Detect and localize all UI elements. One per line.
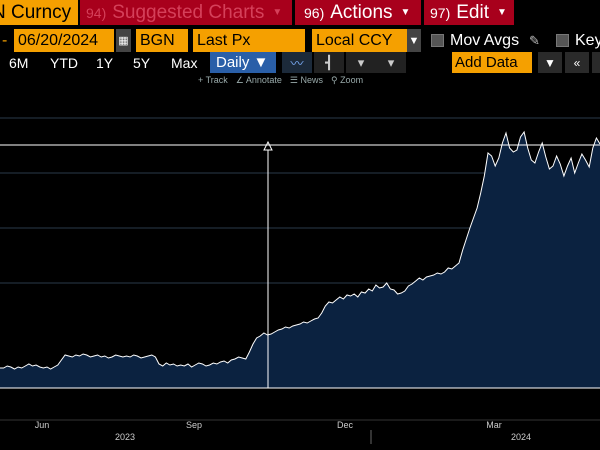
- source-field[interactable]: BGN: [136, 29, 188, 52]
- key-checkbox[interactable]: [556, 34, 569, 47]
- period-5y[interactable]: 5Y: [133, 54, 151, 71]
- xtick-2023: 2023: [115, 432, 135, 442]
- ticker-label: N Curncy: [0, 1, 72, 23]
- annotate-label: Annotate: [245, 75, 282, 85]
- date-dash: -: [2, 31, 8, 49]
- actions-label: Actions: [330, 1, 393, 23]
- suggested-label: Suggested Charts: [112, 1, 265, 23]
- period-1y[interactable]: 1Y: [96, 54, 114, 71]
- bar-chart-icon[interactable]: ┫: [314, 52, 344, 73]
- calendar-icon[interactable]: ▦: [116, 29, 131, 52]
- end-date-field[interactable]: 06/20/2024: [14, 29, 114, 52]
- xtick-sep: Sep: [186, 420, 202, 430]
- field-selector[interactable]: Last Px: [193, 29, 305, 52]
- edit-num: 97): [430, 4, 451, 21]
- edit-label: Edit: [456, 1, 489, 23]
- xtick-dec: Dec: [337, 420, 354, 430]
- chevron-down-icon[interactable]: ▾: [376, 52, 406, 73]
- suggested-num: 94): [86, 4, 107, 21]
- chevron-down-icon: ▼: [400, 7, 411, 18]
- track-tool[interactable]: + Track: [198, 75, 228, 85]
- xtick-2024: 2024: [511, 432, 531, 442]
- zoom-tool[interactable]: ⚲ Zoom: [330, 75, 364, 85]
- zoom-label: Zoom: [340, 75, 364, 85]
- pencil-icon[interactable]: ✎: [529, 32, 540, 48]
- function-bar: N Curncy 94) Suggested Charts ▼ 96) Acti…: [0, 0, 600, 25]
- news-label: News: [300, 75, 323, 85]
- mov-avgs-label: Mov Avgs: [450, 31, 520, 49]
- annotate-tool[interactable]: ∠ Annotate: [235, 75, 282, 85]
- mov-avgs-checkbox[interactable]: [431, 34, 444, 47]
- rewind-icon[interactable]: «: [565, 52, 589, 73]
- period-bar: 6M YTD 1Y 5Y Max Daily ▼ 〰 ┫ ▾ ▾ Add Dat…: [0, 52, 600, 74]
- chevron-down-icon[interactable]: ▾: [346, 52, 376, 73]
- back-icon[interactable]: ‹: [592, 52, 600, 73]
- edit-menu[interactable]: 97) Edit ▼: [424, 0, 514, 25]
- chevron-down-icon[interactable]: ▼: [538, 52, 562, 73]
- track-label: Track: [205, 75, 228, 85]
- price-chart[interactable]: Jun Sep Dec Mar 2023 2024: [0, 88, 600, 450]
- chevron-down-icon[interactable]: ▼: [407, 29, 421, 52]
- actions-num: 96): [304, 4, 325, 21]
- period-6m[interactable]: 6M: [9, 54, 29, 71]
- line-chart-icon[interactable]: 〰: [282, 52, 312, 73]
- key-label: Key: [575, 31, 600, 49]
- security-ticker[interactable]: N Curncy: [0, 0, 78, 25]
- period-ytd[interactable]: YTD: [50, 54, 78, 71]
- news-tool[interactable]: ☰ News: [289, 75, 323, 85]
- parameter-bar: - 06/20/2024 ▦ BGN Last Px Local CCY ▼ M…: [0, 29, 600, 53]
- frequency-select[interactable]: Daily ▼: [210, 52, 276, 73]
- price-line: [0, 130, 600, 370]
- suggested-charts-menu[interactable]: 94) Suggested Charts ▼: [80, 0, 292, 25]
- price-area: [0, 132, 600, 388]
- chart-tools: + Track ∠ Annotate ☰ News ⚲ Zoom: [198, 75, 363, 89]
- actions-menu[interactable]: 96) Actions ▼: [295, 0, 421, 25]
- add-data-field[interactable]: Add Data: [452, 52, 532, 73]
- chevron-down-icon: ▼: [272, 7, 283, 18]
- arrow-head: [263, 140, 273, 151]
- chevron-down-icon: ▼: [496, 7, 507, 18]
- xtick-jun: Jun: [35, 420, 50, 430]
- xtick-mar: Mar: [486, 420, 502, 430]
- period-max[interactable]: Max: [171, 54, 198, 71]
- currency-field[interactable]: Local CCY: [312, 29, 407, 52]
